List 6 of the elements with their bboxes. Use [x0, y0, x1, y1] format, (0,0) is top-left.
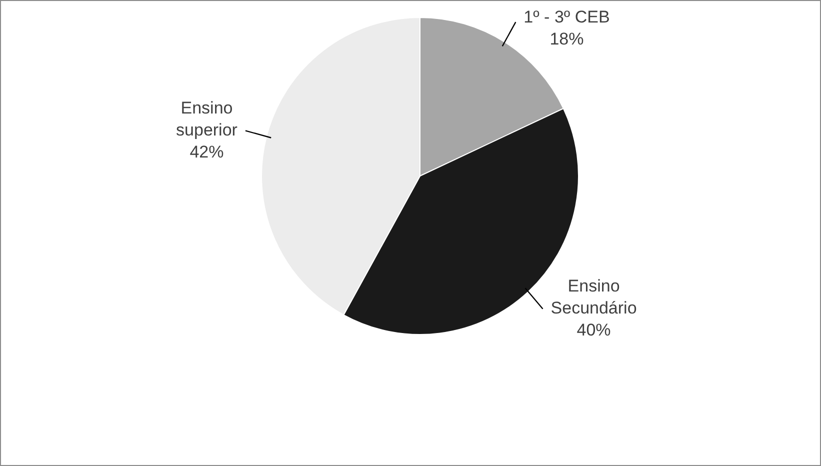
slice-label: 1º - 3º CEB: [524, 8, 610, 27]
data-label: 40%: [576, 320, 611, 340]
slice-label: Ensino superior: [176, 98, 238, 140]
slice-label: Ensino Secundário: [550, 276, 637, 318]
data-label: 42%: [190, 142, 224, 162]
data-label: 18%: [550, 30, 584, 49]
